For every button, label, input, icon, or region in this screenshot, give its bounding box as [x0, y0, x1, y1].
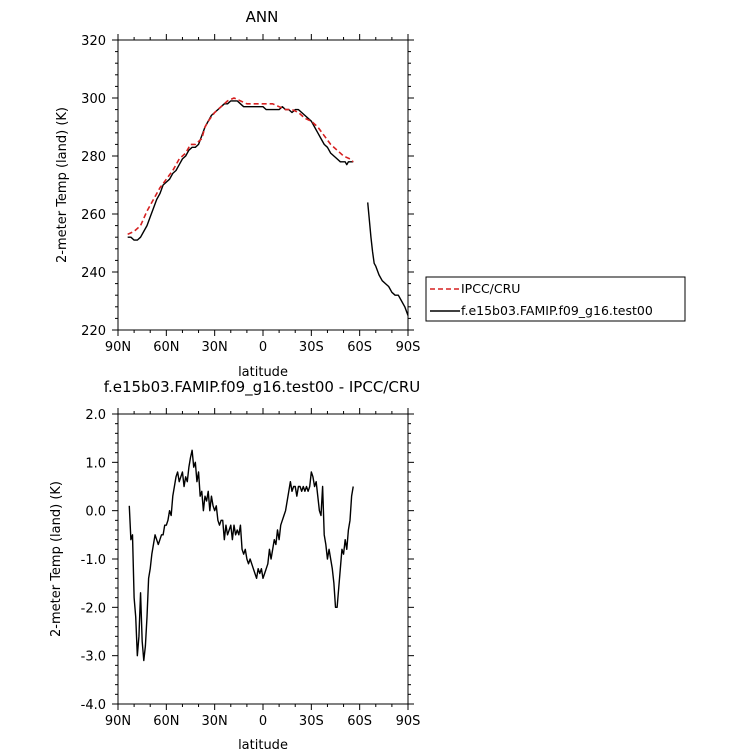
bottom-y-tick-label: -1.0	[81, 553, 106, 568]
top-y-axis-label: 2-meter Temp (land) (K)	[55, 107, 70, 263]
bottom-x-tick-label: 90S	[396, 714, 421, 729]
top-plot-frame	[117, 39, 409, 331]
bottom-y-tick-label: -4.0	[81, 698, 106, 713]
top-x-tick-label: 90N	[105, 340, 131, 355]
bottom-x-tick-label: 0	[259, 714, 267, 729]
bottom-y-tick-label: 0.0	[85, 505, 106, 520]
bottom-x-tick-label: 60N	[153, 714, 179, 729]
top-x-tick-label: 60S	[347, 340, 372, 355]
bottom-y-tick-label: 1.0	[85, 456, 106, 471]
legend-box	[425, 276, 686, 322]
top-tick-labels: 90N 60N 30N 0 30S 60S 90S 220 240 260 280 300 320	[81, 34, 420, 355]
bottom-x-tick-label: 90N	[105, 714, 131, 729]
top-y-tick-label: 280	[81, 150, 106, 165]
bottom-chart-title: f.e15b03.FAMIP.f09_g16.test00 - IPCC/CRU	[104, 378, 420, 397]
top-y-tick-label: 320	[81, 34, 106, 49]
bottom-series-lines	[128, 449, 354, 662]
top-y-tick-label: 260	[81, 208, 106, 223]
bottom-x-tick-label: 30N	[202, 714, 228, 729]
legend-label-ipcc-cru: IPCC/CRU	[461, 281, 520, 296]
top-series-line-2	[367, 202, 409, 316]
top-x-tick-label: 30S	[299, 340, 324, 355]
top-ticks	[112, 34, 414, 336]
bottom-y-tick-label: 2.0	[85, 408, 106, 423]
top-x-axis-label: latitude	[238, 365, 288, 380]
legend-label-model: f.e15b03.FAMIP.f09_g16.test00	[461, 303, 653, 318]
bottom-panel: f.e15b03.FAMIP.f09_g16.test00 - IPCC/CRU…	[49, 378, 420, 753]
top-x-tick-label: 90S	[396, 340, 421, 355]
bottom-x-tick-label: 30S	[299, 714, 324, 729]
bottom-x-axis-label: latitude	[238, 738, 288, 753]
bottom-x-tick-label: 60S	[347, 714, 372, 729]
top-series-line-1	[127, 100, 354, 241]
top-panel: ANN 90N 60N 30N 0 30S 60S 90S 220 240 260 280 300 32…	[55, 8, 420, 380]
bottom-plot-frame	[117, 413, 409, 705]
bottom-y-tick-label: -2.0	[81, 601, 106, 616]
top-x-tick-label: 30N	[202, 340, 228, 355]
top-x-tick-label: 60N	[153, 340, 179, 355]
top-series-line-0	[127, 97, 354, 236]
legend: IPCC/CRU f.e15b03.FAMIP.f09_g16.test00	[425, 276, 686, 322]
bottom-y-axis-label: 2-meter Temp (land) (K)	[49, 481, 64, 637]
bottom-y-tick-label: -3.0	[81, 650, 106, 665]
top-x-tick-label: 0	[259, 340, 267, 355]
bottom-ticks	[112, 408, 414, 710]
top-y-tick-label: 220	[81, 324, 106, 339]
top-y-tick-label: 240	[81, 266, 106, 281]
bottom-tick-labels: 90N 60N 30N 0 30S 60S 90S -4.0 -3.0 -2.0 -1.0 0.0 1.…	[81, 408, 421, 729]
top-series-lines	[127, 97, 409, 316]
top-chart-title: ANN	[246, 8, 279, 26]
top-y-tick-label: 300	[81, 92, 106, 107]
bottom-series-line-0	[128, 449, 354, 662]
